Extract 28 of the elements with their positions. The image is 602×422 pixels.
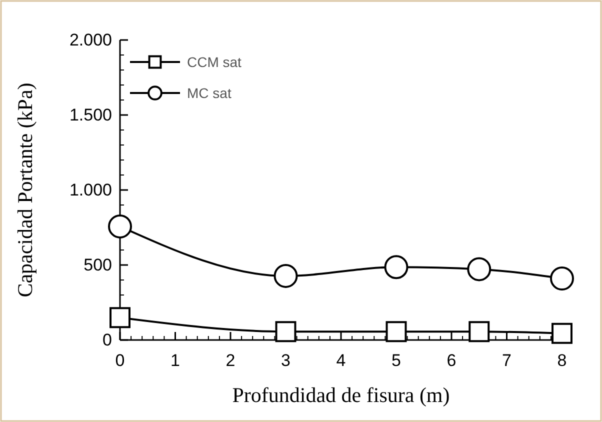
x-tick-label: 0 xyxy=(115,351,125,370)
x-tick-label: 6 xyxy=(446,351,456,370)
x-tick-label: 1 xyxy=(170,351,180,370)
y-axis-title: Capacidad Portante (kPa) xyxy=(13,82,37,298)
x-tick-label: 3 xyxy=(281,351,290,370)
point xyxy=(110,307,130,328)
point xyxy=(468,321,490,342)
point xyxy=(108,214,132,238)
legend-label: MC sat xyxy=(187,85,232,101)
x-tick-label: 7 xyxy=(502,351,512,370)
point xyxy=(275,321,296,342)
x-tick-label: 5 xyxy=(392,351,401,370)
y-tick-label: 2.000 xyxy=(69,30,112,50)
point xyxy=(384,255,408,280)
y-tick-label: 1.000 xyxy=(69,180,112,200)
point xyxy=(552,322,572,344)
x-tick-label: 8 xyxy=(557,351,567,370)
x-axis-title: Profundidad de fisura (m) xyxy=(232,383,450,407)
x-tick-label: 2 xyxy=(226,351,236,370)
point xyxy=(550,266,574,290)
x-tick-label: 4 xyxy=(336,351,346,370)
y-tick-label: 500 xyxy=(84,255,112,274)
y-tick-label: 1.500 xyxy=(69,105,112,124)
point xyxy=(467,257,492,282)
y-tick-label: 0 xyxy=(102,330,112,350)
legend-label: CCM sat xyxy=(187,54,242,70)
point xyxy=(274,264,298,288)
point xyxy=(386,321,407,342)
